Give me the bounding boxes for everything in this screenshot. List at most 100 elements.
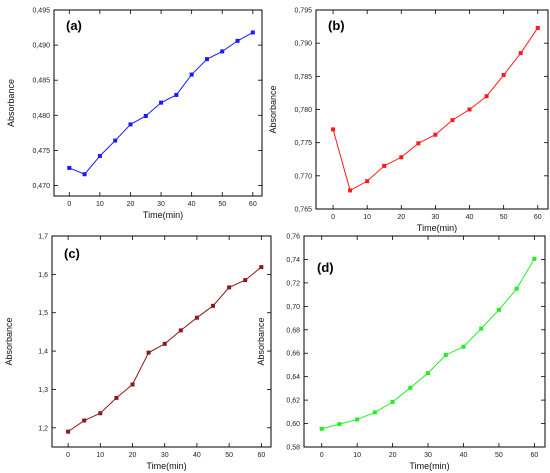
data-point [479,326,484,331]
y-tick-label: 1,3 [38,387,48,394]
data-point [235,38,240,43]
data-point [174,92,179,97]
panel-a: 0 10 20 30 40 50 60 0,470 0,475 0,480 0,485 0,490 0,… [6,8,263,220]
y-axis-label: Absorbance [256,317,266,365]
y-tick-label: 0,480 [32,113,50,120]
data-point [97,153,102,158]
y-tick-label: 0,785 [294,74,312,81]
data-point [259,265,264,270]
data-point [98,411,103,416]
data-point [382,163,387,168]
y-tick-label: 0,775 [294,140,312,147]
y-tick-label: 0,485 [32,78,50,85]
data-point [532,256,537,261]
data-point [433,132,438,137]
panel-b: 0 10 20 30 40 50 60 0,765 0,770 0,775 0,780 0,785 0,… [268,8,549,233]
y-tick-label: 0,770 [294,173,312,180]
y-tick-label: 1,7 [38,234,48,241]
plot-frame [51,235,272,448]
series-line [67,266,262,433]
data-point [227,285,232,290]
y-axis-label: Absorbance [4,317,14,365]
data-point [82,172,87,177]
x-tick-label: 30 [157,201,165,208]
data-point [113,138,118,143]
x-tick-label: 40 [188,201,196,208]
x-tick-label: 40 [193,452,201,459]
x-tick-label: 20 [397,214,405,221]
x-tick-label: 0 [320,452,324,459]
x-tick-label: 60 [534,214,542,221]
data-point [211,303,216,308]
data-point [372,410,377,415]
y-tick-label: 0,495 [32,8,50,15]
y-tick-label: 0,74 [286,257,300,264]
data-point [220,49,225,54]
data-point [128,122,133,127]
x-tick-label: 40 [466,214,474,221]
data-point [194,315,199,320]
data-point [250,30,255,35]
panel-tag: (b) [328,18,345,33]
data-point [143,113,148,118]
data-point [319,426,324,431]
x-tick-label: 50 [495,452,503,459]
plot-frame [53,9,263,197]
x-tick-label: 60 [257,452,265,459]
data-point [189,72,194,77]
x-axis-label: Time(min) [143,210,183,220]
x-tick-label: 50 [225,452,233,459]
data-point [408,385,413,390]
data-point [178,328,183,333]
data-point [365,179,370,184]
y-tick-label: 0,72 [286,280,300,287]
x-tick-label: 30 [432,214,440,221]
y-tick-label: 0,76 [286,234,300,241]
x-axis-label: Time(min) [417,223,457,233]
data-point [348,188,353,193]
x-tick-label: 10 [96,452,104,459]
x-tick-label: 20 [129,452,137,459]
y-tick-label: 0,490 [32,43,50,50]
x-axis-label: Time(min) [409,461,449,471]
x-tick-label: 0 [66,452,70,459]
x-tick-label: 30 [424,452,432,459]
data-point [162,341,167,346]
panel-tag: (a) [66,18,82,33]
y-axis-label: Absorbance [268,85,278,133]
x-tick-label: 20 [127,201,135,208]
data-point [496,307,501,312]
x-tick-label: 10 [353,452,361,459]
series-line [332,27,539,192]
y-tick-label: 0,64 [286,374,300,381]
plot-frame [315,9,549,210]
y-axis-label: Absorbance [6,79,16,127]
data-point [67,165,72,170]
y-tick-label: 0,60 [286,421,300,428]
data-point [337,422,342,427]
y-tick-label: 1,2 [38,425,48,432]
data-point [484,94,489,99]
data-point [114,395,119,400]
y-tick-label: 0,62 [286,398,300,405]
y-tick-label: 0,795 [294,8,312,15]
data-point [355,417,360,422]
y-tick-label: 0,70 [286,304,300,311]
panel-tag: (c) [64,246,80,261]
y-tick-label: 0,470 [32,183,50,190]
data-point [390,399,395,404]
data-point [501,73,506,78]
y-tick-label: 0,475 [32,148,50,155]
y-tick-label: 1,6 [38,272,48,279]
y-tick-label: 0,58 [286,445,300,452]
x-tick-label: 50 [218,201,226,208]
data-point [514,286,519,291]
data-point [82,418,87,423]
data-point [130,382,135,387]
panel-c: 0 10 20 30 40 50 60 1,2 1,3 1,4 1,5 1,6 1,7 Time(min)… [4,234,272,471]
y-tick-label: 0,780 [294,107,312,114]
data-point [159,100,164,105]
data-point [426,371,431,376]
data-point [461,344,466,349]
